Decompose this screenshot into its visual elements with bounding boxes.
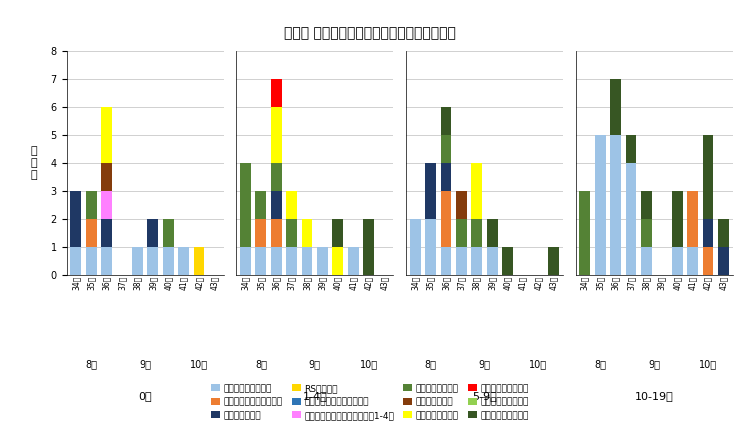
Bar [70,247,81,275]
Bar [286,247,297,275]
Bar [86,191,97,219]
Bar [101,191,112,219]
Bar [487,219,497,247]
Bar [502,247,513,275]
Bar [440,191,451,247]
Bar [687,191,698,247]
Bar [641,247,652,275]
Text: 9月: 9月 [139,360,151,369]
Bar [163,219,174,247]
Bar [271,219,282,247]
Bar [425,163,436,219]
Bar [302,219,312,247]
Bar [363,219,374,275]
Bar [610,79,621,135]
Bar [579,191,591,275]
Bar [178,247,189,275]
Bar [440,135,451,163]
Bar [672,191,682,247]
Bar [440,163,451,191]
Bar [271,191,282,219]
Bar [471,247,482,275]
Text: 8月: 8月 [85,360,97,369]
Text: 0歳: 0歳 [138,390,152,401]
Bar [456,219,467,247]
Bar [702,247,713,275]
Bar [147,247,158,275]
Bar [440,107,451,135]
Bar [240,247,251,275]
Bar [456,247,467,275]
Bar [194,247,204,275]
Bar [70,191,81,247]
Bar [625,163,636,275]
Legend: 新型コロナウイルス, インフルエンザウイルス, ライノウイルス, RSウイルス, ヒトメタニューモウイルス, パラインフルエンザウイルス1-4型, ヒトボカウイ: 新型コロナウイルス, インフルエンザウイルス, ライノウイルス, RSウイルス,… [206,379,534,424]
Bar [240,163,251,247]
Bar [487,247,497,275]
Bar [271,79,282,107]
Bar [595,135,605,275]
Text: 9月: 9月 [648,360,660,369]
Bar [348,247,359,275]
Text: 9月: 9月 [479,360,491,369]
Text: 8月: 8月 [594,360,606,369]
Bar [625,135,636,163]
Bar [286,191,297,219]
Text: 8月: 8月 [425,360,437,369]
Text: 9月: 9月 [309,360,320,369]
Text: 5-9歳: 5-9歳 [472,390,497,401]
Bar [255,247,266,275]
Bar [687,247,698,275]
Text: 10-19歳: 10-19歳 [635,390,673,401]
Bar [286,219,297,247]
Bar [101,163,112,191]
Bar [317,247,328,275]
Bar [410,219,420,275]
Bar [271,107,282,163]
Bar [132,247,143,275]
Bar [101,107,112,163]
Bar [86,247,97,275]
Bar [425,219,436,275]
Bar [332,219,343,247]
Bar [702,219,713,247]
Text: 10月: 10月 [699,360,717,369]
Bar [332,247,343,275]
Bar [641,219,652,247]
Bar [471,219,482,247]
Bar [302,247,312,275]
Bar [255,191,266,219]
Bar [672,247,682,275]
Text: 10月: 10月 [529,360,548,369]
Text: 8月: 8月 [255,360,267,369]
Bar [610,135,621,275]
Text: 10月: 10月 [190,360,208,369]
Bar [440,247,451,275]
Bar [718,247,729,275]
Bar [456,191,467,219]
Bar [101,219,112,247]
Bar [702,135,713,219]
Bar [101,247,112,275]
Bar [548,247,559,275]
Text: 10月: 10月 [360,360,377,369]
Text: 年齢別 病原体検出数の推移（不検出を除く）: 年齢別 病原体検出数の推移（不検出を除く） [284,26,456,40]
Bar [271,163,282,191]
Y-axis label: 検
出
数: 検 出 数 [30,146,37,180]
Bar [271,247,282,275]
Bar [255,219,266,247]
Bar [641,191,652,219]
Bar [163,247,174,275]
Bar [471,163,482,219]
Text: 1-4歳: 1-4歳 [303,390,327,401]
Bar [86,219,97,247]
Bar [718,219,729,247]
Bar [147,219,158,247]
